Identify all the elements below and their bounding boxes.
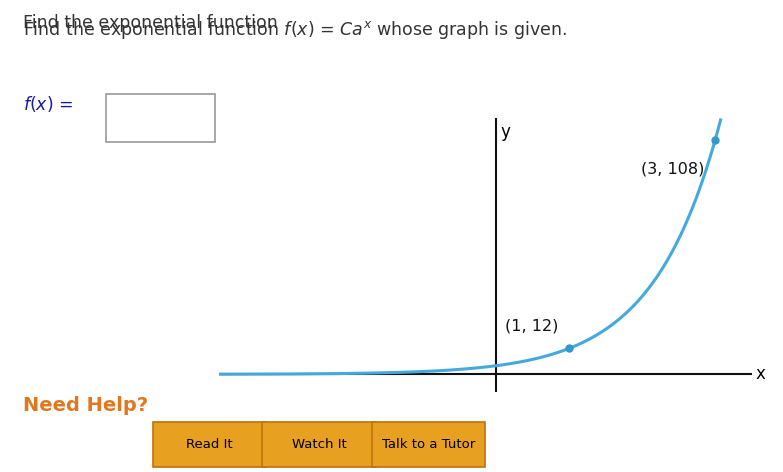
Text: x: x [756,365,765,383]
Text: Talk to a Tutor: Talk to a Tutor [382,438,475,451]
Text: Need Help?: Need Help? [23,396,149,415]
Text: Watch It: Watch It [292,438,346,451]
Text: $f(x)$ =: $f(x)$ = [23,94,74,114]
Text: (1, 12): (1, 12) [505,318,558,333]
Text: Read It: Read It [186,438,233,451]
Text: y: y [500,123,510,141]
Text: (3, 108): (3, 108) [641,161,704,177]
Text: Find the exponential function $f(x)$ = $Ca^x$ whose graph is given.: Find the exponential function $f(x)$ = $… [23,19,567,41]
Text: Find the exponential function: Find the exponential function [23,14,283,32]
